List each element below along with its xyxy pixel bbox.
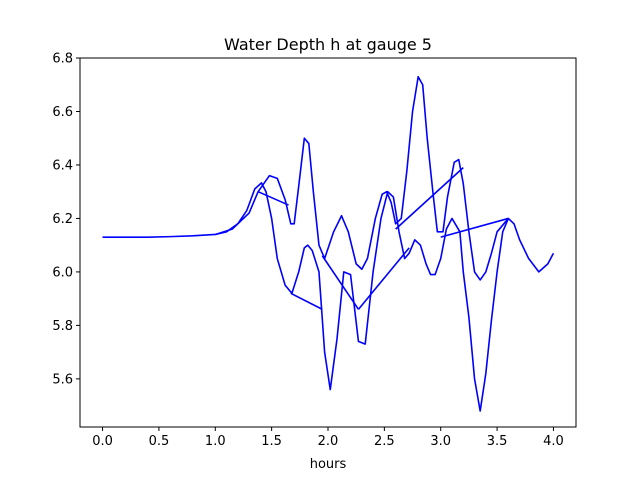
series-line-7 [395,167,464,230]
x-tick-label: 3.0 [430,434,451,449]
y-tick-label: 6.4 [52,158,73,173]
series-line-2 [215,75,509,281]
x-tick-label: 2.5 [374,434,395,449]
series-line-3 [257,190,289,206]
x-tick-label: 0.5 [149,434,170,449]
ticks-layer: 0.0 0.5 1.0 1.5 2.0 2.5 3.0 3.5 4.0 5.6 5.8 6.0 6.2 6… [52,52,563,450]
y-tick-label: 5.6 [52,372,73,387]
series-line-8 [440,217,509,238]
y-tick-label: 6.2 [52,212,73,227]
x-tick-label: 4.0 [543,434,564,449]
series-line-6 [357,247,410,310]
x-axis-label: hours [310,457,347,472]
x-tick-label: 3.5 [487,434,508,449]
series-line-4 [290,292,323,311]
y-tick-label: 6.6 [52,105,73,120]
chart-title: Water Depth h at gauge 5 [224,35,432,54]
series-layer [102,75,555,412]
series-line-1 [102,182,555,412]
x-tick-label: 0.0 [92,434,113,449]
x-tick-label: 1.0 [205,434,226,449]
plot-area-frame [79,57,577,428]
x-tick-label: 1.5 [261,434,282,449]
y-tick-label: 5.8 [52,319,73,334]
x-tick-label: 2.0 [318,434,339,449]
series-line-5 [321,255,360,310]
y-tick-label: 6.0 [52,265,73,280]
y-tick-label: 6.8 [52,52,73,67]
